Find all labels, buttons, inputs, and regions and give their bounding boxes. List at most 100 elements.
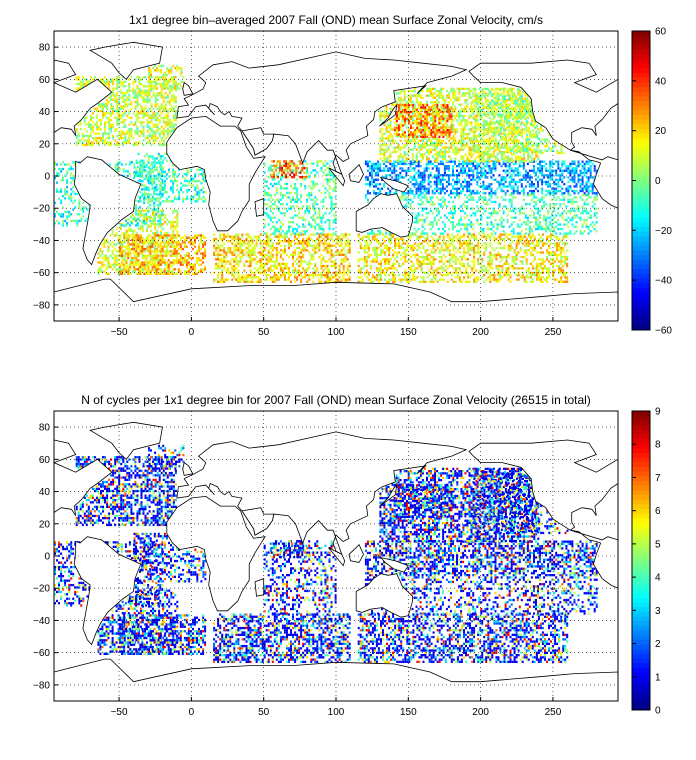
- data-cell: [300, 278, 303, 281]
- data-cell: [89, 109, 92, 113]
- data-cell: [523, 235, 526, 238]
- data-cell: [294, 280, 297, 283]
- data-cell: [162, 132, 165, 135]
- data-cell: [295, 164, 298, 167]
- data-cell: [497, 269, 500, 272]
- data-cell: [158, 236, 161, 239]
- data-cell: [167, 238, 170, 242]
- data-cell: [111, 256, 114, 260]
- data-cell: [140, 82, 143, 86]
- data-cell: [340, 280, 343, 283]
- data-cell: [202, 236, 205, 239]
- data-cell: [421, 214, 424, 217]
- data-cell: [257, 269, 260, 272]
- data-cell: [161, 170, 164, 174]
- data-cell: [189, 268, 192, 271]
- data-cell: [495, 255, 498, 259]
- data-cell: [440, 255, 443, 259]
- data-cell: [295, 173, 298, 176]
- data-cell: [463, 276, 465, 279]
- data-cell: [492, 225, 495, 228]
- data-cell: [171, 252, 174, 255]
- data-cell: [70, 177, 73, 180]
- data-cell: [336, 278, 339, 281]
- data-cell: [564, 271, 567, 274]
- data-cell: [277, 227, 280, 231]
- data-cell: [281, 167, 283, 170]
- data-cell: [171, 238, 174, 242]
- data-cell: [432, 274, 435, 277]
- data-cell: [104, 114, 106, 117]
- data-cell: [119, 247, 122, 251]
- data-cell: [138, 141, 141, 144]
- data-cell: [229, 262, 232, 265]
- data-cell: [164, 114, 167, 117]
- data-cell: [404, 251, 407, 254]
- data-cell: [558, 244, 561, 247]
- data-cell: [310, 187, 313, 190]
- data-cell: [340, 233, 343, 236]
- data-cell: [247, 244, 250, 247]
- data-cell: [151, 250, 154, 253]
- data-cell: [322, 264, 325, 268]
- data-cell: [334, 180, 337, 183]
- data-cell: [469, 246, 471, 250]
- data-cell: [308, 194, 311, 197]
- data-cell: [394, 280, 397, 283]
- data-cell: [101, 252, 104, 255]
- data-cell: [460, 209, 463, 213]
- data-cell: [156, 103, 159, 106]
- data-cell: [149, 217, 152, 220]
- data-cell: [308, 176, 311, 179]
- data-cell: [371, 246, 374, 250]
- data-cell: [267, 187, 270, 190]
- data-cell: [482, 232, 485, 235]
- data-cell: [143, 155, 146, 158]
- data-cell: [497, 251, 500, 254]
- data-cell: [85, 143, 88, 147]
- data-cell: [160, 254, 163, 257]
- data-cell: [76, 192, 79, 196]
- data-cell: [140, 130, 143, 133]
- data-cell: [421, 232, 424, 235]
- data-cell: [198, 245, 200, 248]
- data-cell: [156, 78, 159, 81]
- data-cell: [182, 200, 185, 203]
- data-cell: [348, 244, 351, 247]
- data-cell: [452, 267, 455, 270]
- data-cell: [194, 245, 196, 248]
- data-cell: [145, 270, 148, 273]
- data-cell: [328, 271, 331, 274]
- data-cell: [420, 262, 423, 265]
- data-cell: [136, 116, 139, 119]
- data-cell: [328, 169, 331, 172]
- data-cell: [162, 234, 165, 237]
- data-cell: [151, 259, 154, 262]
- data-cell: [172, 123, 175, 126]
- data-cell: [509, 237, 512, 241]
- data-cell: [408, 237, 411, 241]
- data-cell: [194, 175, 197, 178]
- data-cell: [167, 241, 170, 244]
- data-cell: [137, 209, 140, 212]
- data-cell: [525, 258, 528, 261]
- data-cell: [160, 256, 163, 260]
- data-cell: [184, 197, 187, 201]
- data-cell: [66, 170, 69, 173]
- data-cell: [340, 271, 343, 274]
- data-cell: [300, 274, 303, 277]
- data-cell: [418, 262, 421, 265]
- data-cell: [165, 252, 168, 255]
- data-cell: [192, 243, 194, 246]
- data-cell: [554, 278, 557, 281]
- data-cell: [310, 255, 313, 259]
- data-cell: [486, 216, 489, 219]
- data-cell: [437, 227, 440, 231]
- data-cell: [408, 267, 411, 270]
- data-cell: [365, 242, 368, 245]
- data-cell: [334, 244, 337, 247]
- data-cell: [286, 240, 288, 243]
- data-cell: [275, 164, 277, 167]
- data-cell: [149, 164, 152, 167]
- data-cell: [334, 182, 337, 186]
